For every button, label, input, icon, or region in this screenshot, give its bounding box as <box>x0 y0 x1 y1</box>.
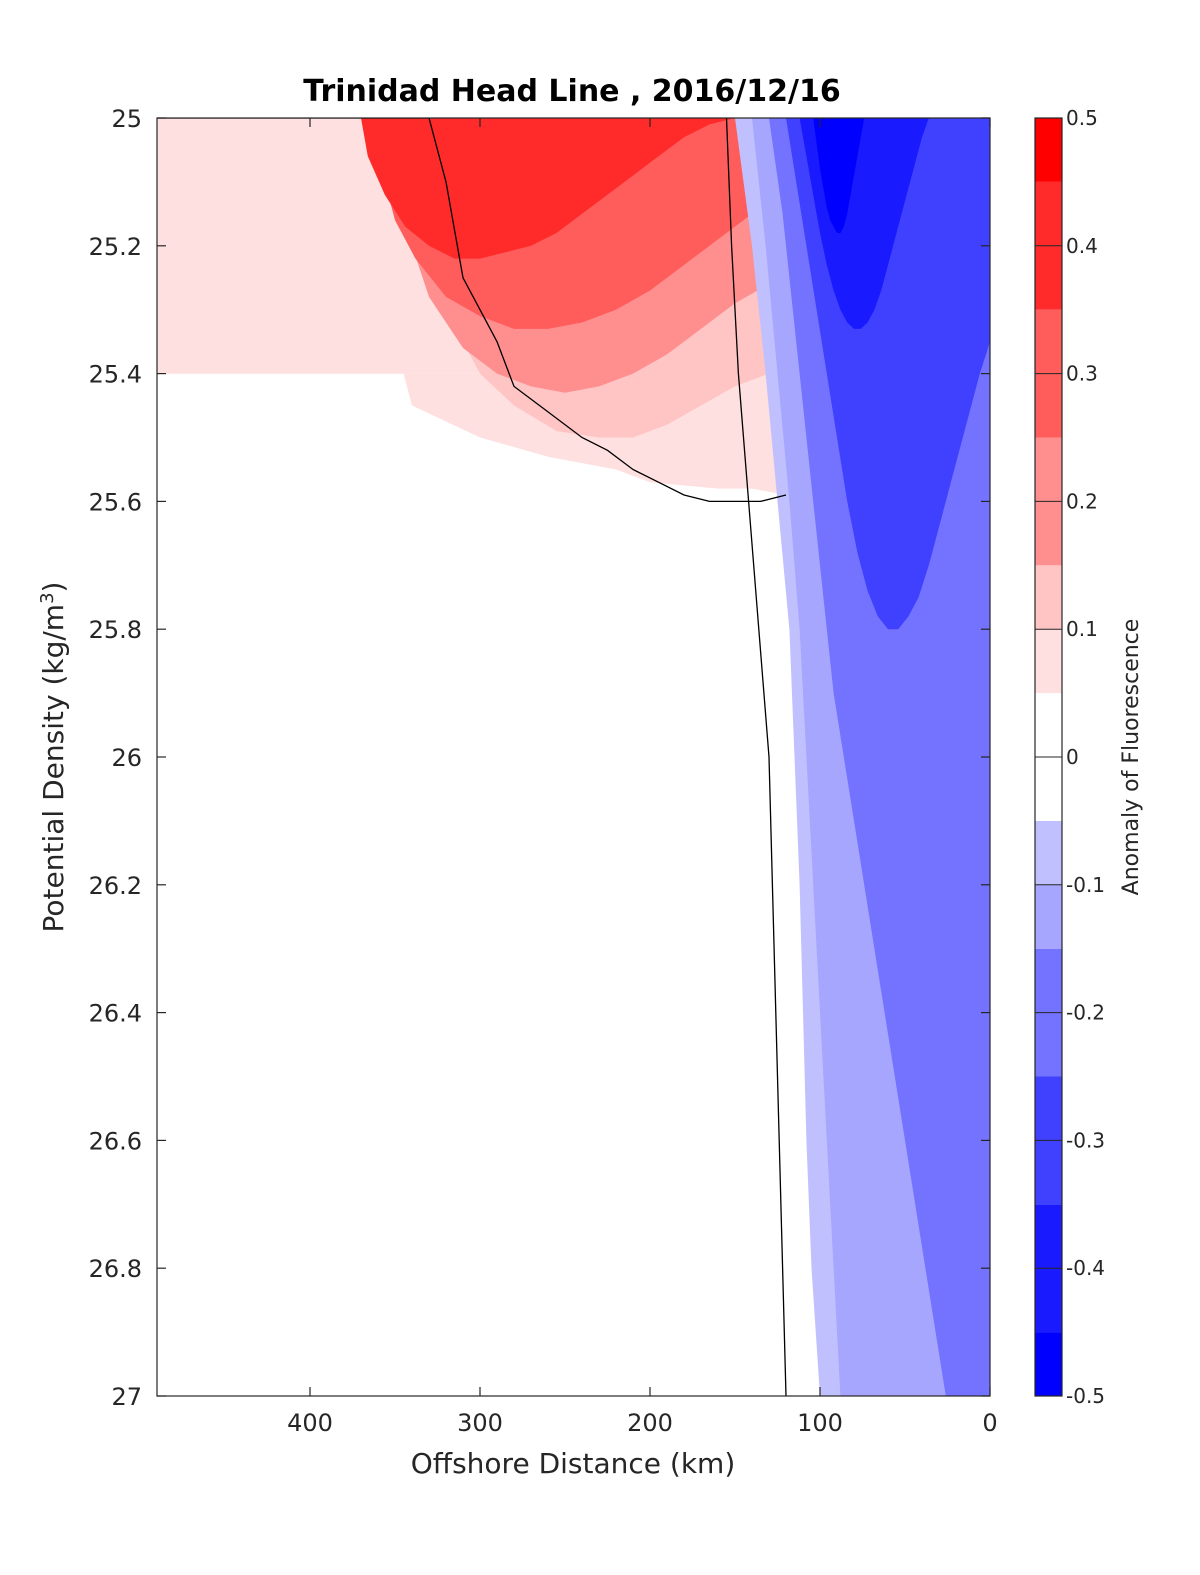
y-tick-label: 26.2 <box>89 872 142 900</box>
chart-title: Trinidad Head Line , 2016/12/16 <box>303 74 840 109</box>
y-axis-label-sup: 3 <box>37 592 58 603</box>
colorbar-tick-label: -0.3 <box>1066 1128 1105 1152</box>
contour-region-11 <box>813 118 865 233</box>
colorbar-label: Anomaly of Fluorescence <box>1119 619 1144 896</box>
y-tick-label: 25.8 <box>89 616 142 644</box>
y-tick-label: 26 <box>111 744 142 772</box>
contour-line-0 <box>157 118 787 503</box>
colorbar-segment <box>1035 629 1062 694</box>
contour-fills <box>157 118 990 1396</box>
colorbar-segment <box>1035 1332 1062 1396</box>
colorbar-segment <box>1035 565 1062 630</box>
colorbar-tick-label: -0.5 <box>1066 1384 1105 1408</box>
y-tick-label: 25.6 <box>89 488 142 516</box>
contour-region-5 <box>157 118 735 259</box>
y-tick-label: 26.8 <box>89 1255 142 1283</box>
colorbar-tick-label: 0.2 <box>1066 489 1098 513</box>
y-tick-label: 25 <box>111 105 142 133</box>
colorbar-tick-label: -0.4 <box>1066 1256 1105 1280</box>
y-tick-label: 27 <box>111 1383 142 1411</box>
colorbar-segment <box>1035 118 1062 182</box>
x-tick-label: 400 <box>287 1409 333 1437</box>
y-axis-label-main: Potential Density (kg/m <box>37 604 70 933</box>
x-tick-label: 100 <box>797 1409 843 1437</box>
colorbar-tick-label: 0.5 <box>1066 106 1098 130</box>
y-tick-label: 25.4 <box>89 361 142 389</box>
x-axis-label: Offshore Distance (km) <box>411 1447 736 1480</box>
y-tick-label: 26.4 <box>89 1000 142 1028</box>
contour-line-1 <box>725 118 787 1396</box>
y-tick-label: 26.6 <box>89 1127 142 1155</box>
x-axis-ticks: 400 300 200 100 0 <box>287 118 998 1437</box>
colorbar-tick-label: 0 <box>1066 745 1079 769</box>
colorbar-tick-label: 0.3 <box>1066 362 1098 386</box>
colorbar-segment <box>1035 884 1062 949</box>
colorbar-tick-label: 0.1 <box>1066 617 1098 641</box>
y-axis-ticks: 25 25.2 25.4 25.6 25.8 26 26.2 26.4 26.6 26.8 27 <box>89 105 990 1411</box>
contour-lines <box>157 118 787 1396</box>
x-tick-label: 300 <box>457 1409 503 1437</box>
x-tick-label: 200 <box>627 1409 673 1437</box>
colorbar-tick-label: -0.1 <box>1066 873 1105 897</box>
y-axis-label-end: ) <box>37 582 70 593</box>
colorbar-ticks: -0.5 -0.4 -0.3 -0.2 -0.1 0 0.1 0.2 0.3 0.4 0.5 <box>1035 106 1105 1408</box>
colorbar-segment <box>1035 820 1062 885</box>
colorbar-tick-label: -0.2 <box>1066 1001 1105 1025</box>
x-tick-label: 0 <box>982 1409 997 1437</box>
colorbar-tick-label: 0.4 <box>1066 234 1098 258</box>
y-tick-label: 25.2 <box>89 233 142 261</box>
y-axis-label: Potential Density (kg/m3) <box>37 582 71 933</box>
